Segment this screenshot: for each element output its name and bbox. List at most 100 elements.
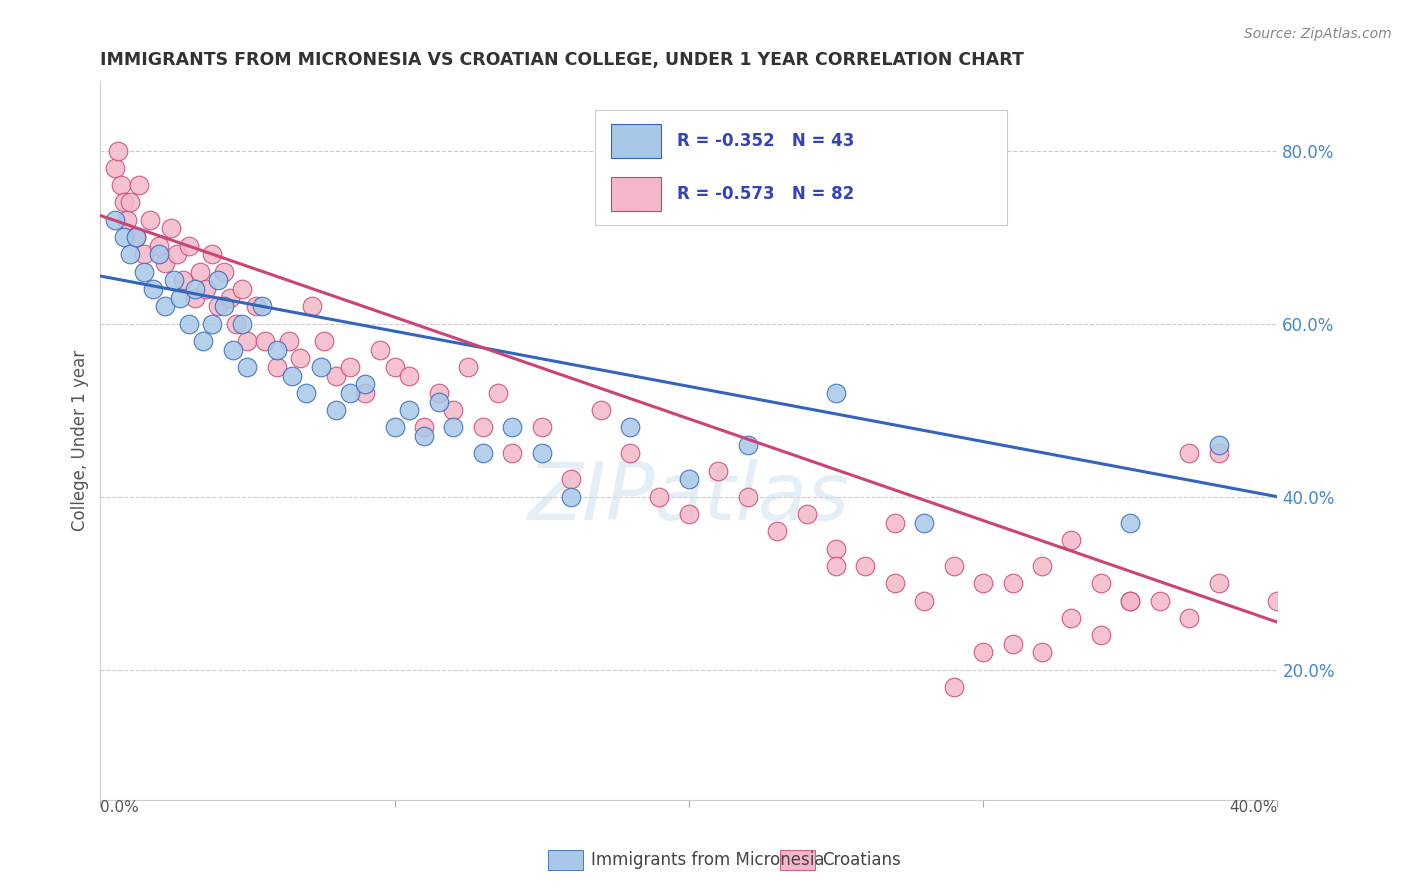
Point [825,541,848,556]
Point [124,230,146,244]
Point [1178,446,1201,460]
Point [254,334,277,348]
Point [427,394,450,409]
Point [266,343,288,357]
Text: Source: ZipAtlas.com: Source: ZipAtlas.com [1244,27,1392,41]
Point [183,282,205,296]
Point [457,359,479,374]
Point [1208,438,1230,452]
Point [1031,558,1053,573]
Point [1119,516,1142,530]
Point [104,212,127,227]
Point [110,178,132,193]
Point [160,221,183,235]
Text: ZIPatlas: ZIPatlas [527,458,851,537]
Point [354,377,377,392]
Point [443,420,465,434]
Point [766,524,789,539]
Point [883,516,905,530]
Point [163,273,186,287]
Point [1119,593,1142,607]
Point [177,239,200,253]
Point [1060,611,1083,625]
Point [339,359,361,374]
Point [1208,576,1230,591]
Point [912,516,935,530]
Point [222,343,245,357]
Point [107,144,129,158]
Point [825,558,848,573]
Point [883,576,905,591]
Point [972,645,994,659]
Point [471,446,494,460]
Text: Immigrants from Micronesia: Immigrants from Micronesia [591,851,824,869]
Point [312,334,335,348]
Point [678,472,700,486]
Point [277,334,299,348]
Text: IMMIGRANTS FROM MICRONESIA VS CROATIAN COLLEGE, UNDER 1 YEAR CORRELATION CHART: IMMIGRANTS FROM MICRONESIA VS CROATIAN C… [100,51,1024,69]
Point [183,291,205,305]
Point [560,490,582,504]
Point [245,299,267,313]
Point [166,247,188,261]
Point [177,317,200,331]
Text: 0.0%: 0.0% [100,799,139,814]
Point [443,403,465,417]
Point [212,299,235,313]
Point [231,282,253,296]
Point [384,420,406,434]
Point [589,403,612,417]
Point [1090,576,1112,591]
Point [796,507,818,521]
Point [250,299,273,313]
Point [339,385,361,400]
Point [190,265,212,279]
Point [172,273,194,287]
Point [207,273,229,287]
Point [142,282,165,296]
Point [737,490,759,504]
Point [325,368,347,383]
Point [619,420,641,434]
Point [201,317,224,331]
Point [1001,637,1024,651]
Point [134,247,156,261]
Point [301,299,323,313]
Point [112,195,135,210]
Point [201,247,224,261]
Point [354,385,377,400]
Point [737,438,759,452]
Text: 40.0%: 40.0% [1229,799,1278,814]
Point [560,472,582,486]
Point [1060,533,1083,547]
Point [295,385,318,400]
Point [236,359,259,374]
Point [1267,593,1289,607]
Point [398,403,420,417]
Point [1119,593,1142,607]
Point [530,446,553,460]
Point [112,230,135,244]
Point [134,265,156,279]
Point [1149,593,1171,607]
Point [280,368,302,383]
Point [290,351,312,366]
Point [148,247,170,261]
Point [325,403,347,417]
Point [218,291,240,305]
Point [1178,611,1201,625]
Point [1208,446,1230,460]
Point [413,420,436,434]
Point [193,334,215,348]
Point [942,680,965,694]
Point [139,212,162,227]
Point [1090,628,1112,642]
Point [104,161,127,175]
Point [413,429,436,443]
Point [707,464,730,478]
Point [471,420,494,434]
Point [118,247,141,261]
Point [530,420,553,434]
Point [225,317,247,331]
Point [128,178,150,193]
